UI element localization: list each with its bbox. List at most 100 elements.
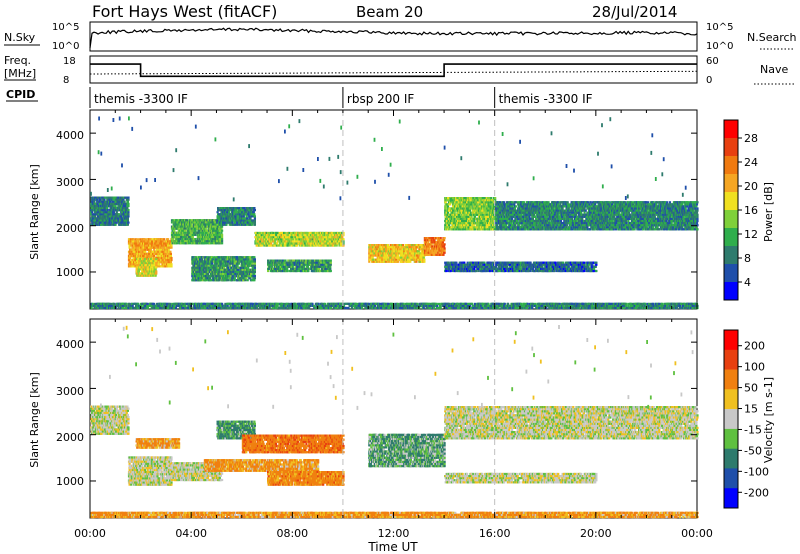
power-cell: [169, 251, 171, 253]
power-cell: [330, 260, 332, 262]
power-cell: [156, 249, 158, 251]
power-cell: [245, 211, 247, 213]
power-cell: [397, 254, 399, 256]
power-cell: [247, 279, 249, 281]
power-cell: [245, 267, 247, 269]
power-cell: [225, 224, 227, 226]
power-cell: [237, 265, 239, 267]
power-cell: [127, 222, 129, 224]
power-cell: [207, 273, 209, 275]
power-cell: [243, 215, 245, 217]
power-cell: [106, 207, 108, 209]
power-cell: [161, 247, 163, 249]
power-cell: [170, 255, 172, 257]
power-cell: [127, 211, 129, 213]
power-cell: [115, 205, 117, 207]
power-cell: [195, 234, 197, 236]
power-cell: [128, 259, 130, 261]
cpid-segment-label: themis -3300 IF: [499, 92, 593, 106]
power-cell: [202, 234, 204, 236]
power-cell: [170, 257, 172, 259]
power-cell: [122, 199, 124, 201]
power-cell: [144, 251, 146, 253]
power-cell: [127, 201, 129, 203]
power-cell: [127, 203, 129, 205]
power-cell: [282, 242, 284, 244]
power-cell: [91, 211, 93, 213]
power-cell: [183, 232, 185, 234]
power-cell: [244, 279, 246, 281]
power-cell: [127, 213, 129, 215]
power-cell: [318, 268, 320, 270]
noise-search-label: N.Search: [747, 31, 797, 44]
cpid-label: CPID: [6, 88, 35, 101]
power-cell: [249, 277, 251, 279]
power-cell: [165, 249, 167, 251]
power-cell: [304, 234, 306, 236]
power-cell: [208, 232, 210, 234]
power-cell: [223, 267, 225, 269]
power-cell: [254, 224, 256, 226]
power-cell: [150, 249, 152, 251]
cpid-segment-label: themis -3300 IF: [94, 92, 188, 106]
noise-left-tick-bottom: 10^0: [52, 41, 79, 52]
power-cell: [270, 242, 272, 244]
power-cell: [253, 256, 255, 258]
freq-tick-bottom: 8: [63, 75, 69, 86]
power-cell: [292, 238, 294, 240]
power-cell: [235, 209, 237, 211]
power-cell: [307, 270, 309, 272]
power-cell: [127, 219, 129, 221]
power-cell: [254, 222, 256, 224]
power-cell: [248, 213, 250, 215]
power-cell: [261, 244, 263, 246]
power-cell: [217, 211, 219, 213]
power-cell: [249, 263, 251, 265]
nave-label: Nave: [760, 63, 788, 76]
power-band: [217, 207, 257, 226]
power-cell: [298, 268, 300, 270]
nave-series: [90, 71, 697, 74]
power-cell: [205, 279, 207, 281]
power-cell: [379, 246, 381, 248]
power-cell: [186, 219, 188, 221]
power-cell: [170, 247, 172, 249]
power-cell: [155, 262, 157, 264]
power-cell: [254, 215, 256, 217]
station-title: Fort Hays West (fitACF): [92, 2, 277, 21]
power-cell: [151, 242, 153, 244]
power-cell: [248, 215, 250, 217]
power-cell: [228, 260, 230, 262]
power-cell: [254, 219, 256, 221]
power-cell: [170, 244, 172, 246]
power-cell: [221, 234, 223, 236]
power-cell: [238, 207, 240, 209]
power-cell: [113, 211, 115, 213]
power-cell: [297, 270, 299, 272]
power-cell: [251, 224, 253, 226]
power-cell: [249, 256, 251, 258]
power-cell: [341, 236, 343, 238]
power-cell: [397, 261, 399, 263]
noise-sky-series: [90, 28, 697, 48]
power-cell: [221, 230, 223, 232]
power-cell: [107, 209, 109, 211]
power-cell: [316, 244, 318, 246]
power-cell: [168, 244, 170, 246]
power-cell: [327, 240, 329, 242]
power-cell: [155, 260, 157, 262]
power-cell: [246, 217, 248, 219]
power-cell: [287, 260, 289, 262]
power-cell: [392, 248, 394, 250]
power-cell: [403, 261, 405, 263]
power-cell: [254, 260, 256, 262]
power-cell: [296, 244, 298, 246]
power-cell: [155, 272, 157, 274]
power-cell: [132, 238, 134, 240]
power-cell: [170, 261, 172, 263]
power-cell: [245, 277, 247, 279]
power-cell: [201, 258, 203, 260]
power-cell: [231, 279, 233, 281]
power-cell: [265, 238, 267, 240]
